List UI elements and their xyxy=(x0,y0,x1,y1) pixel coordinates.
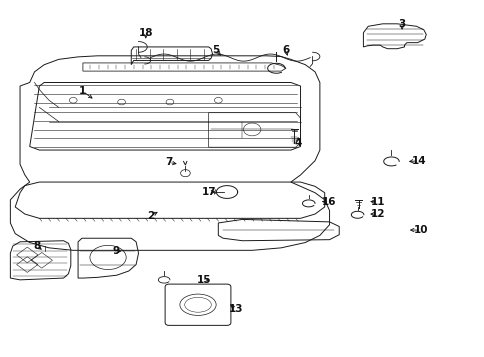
Text: 5: 5 xyxy=(212,45,219,55)
Text: 15: 15 xyxy=(196,275,211,285)
Text: 4: 4 xyxy=(294,138,301,148)
Text: 3: 3 xyxy=(398,19,405,29)
Text: 9: 9 xyxy=(112,246,119,256)
Text: 11: 11 xyxy=(370,197,384,207)
Text: 7: 7 xyxy=(165,157,172,167)
Text: 16: 16 xyxy=(322,197,336,207)
Text: 1: 1 xyxy=(79,86,86,96)
Text: 14: 14 xyxy=(411,156,425,166)
Text: 6: 6 xyxy=(282,45,289,55)
Text: 18: 18 xyxy=(138,28,153,38)
Text: 17: 17 xyxy=(201,187,215,197)
Text: 10: 10 xyxy=(413,225,428,235)
Text: 12: 12 xyxy=(370,209,384,219)
Text: 13: 13 xyxy=(228,305,243,315)
Text: 2: 2 xyxy=(147,211,154,221)
Text: 8: 8 xyxy=(33,241,41,251)
